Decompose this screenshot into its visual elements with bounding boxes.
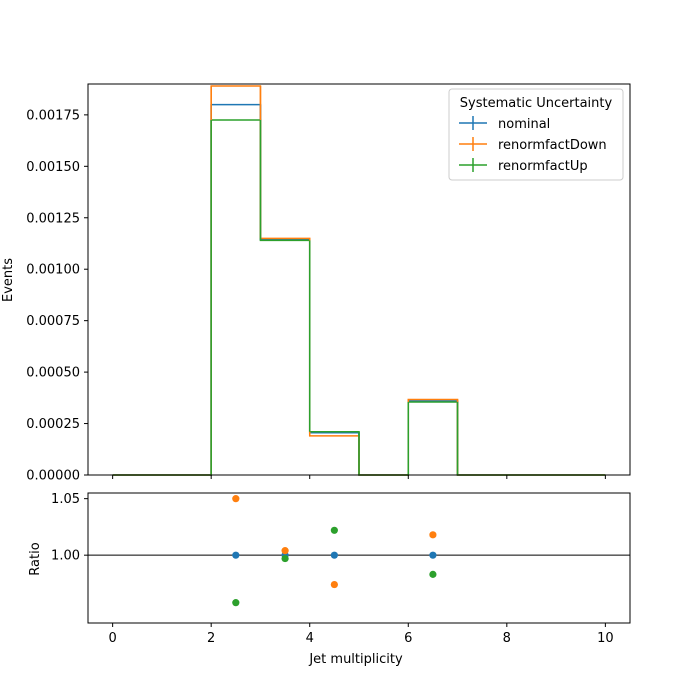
x-tick-label: 8: [503, 631, 511, 646]
x-tick-label: 10: [597, 631, 614, 646]
legend-entry-renormfactup: renormfactUp: [459, 158, 588, 174]
legend-box: [448, 88, 624, 181]
legend-label-renormfactdown: renormfactDown: [498, 138, 607, 153]
top-y-axis-label: Events: [1, 258, 16, 302]
top-y-tick-label: 0.00175: [26, 108, 80, 123]
top-panel: 0.00000 0.00025 0.00050 0.00075 0.00100 0.001…: [1, 83, 631, 484]
top-x-ticks: [112, 475, 606, 479]
top-y-tick-label: 0.00150: [26, 160, 80, 175]
x-tick-label: 4: [306, 631, 314, 646]
x-tick-label: 0: [108, 631, 116, 646]
ratio-point-renormfactup: [232, 599, 240, 607]
top-y-tick-label: 0.00100: [26, 263, 80, 278]
bottom-panel: 1.00 1.05 0 2 4 6 8 10 Ratio Jet multiplicity: [28, 492, 631, 667]
legend-label-renormfactup: renormfactUp: [498, 159, 588, 174]
ratio-point-nominal: [429, 551, 437, 559]
legend-label-nominal: nominal: [498, 117, 550, 132]
ratio-point-renormfactdown: [429, 531, 437, 539]
top-y-tick-label: 0.00075: [26, 314, 80, 329]
ratio-point-renormfactup: [330, 526, 338, 534]
bottom-x-ticks: 0 2 4 6 8 10: [108, 623, 614, 646]
x-tick-label: 2: [207, 631, 215, 646]
ratio-point-nominal: [330, 551, 338, 559]
top-y-tick-label: 0.00125: [26, 211, 80, 226]
bottom-y-axis-label: Ratio: [28, 542, 43, 575]
bottom-y-tick-label: 1.05: [51, 492, 80, 507]
ratio-point-renormfactdown: [232, 495, 240, 503]
ratio-point-renormfactup: [281, 554, 289, 563]
ratio-point-renormfactdown: [330, 580, 338, 589]
ratio-point-renormfactup: [429, 570, 437, 578]
top-histogram-steps: [112, 85, 606, 476]
ratio-point-renormfactdown: [281, 547, 289, 555]
top-y-tick-label: 0.00025: [26, 417, 80, 432]
legend-entry-nominal: nominal: [459, 116, 550, 132]
x-tick-label: 6: [404, 631, 412, 646]
top-y-tick-label: 0.00000: [26, 469, 80, 484]
ratio-point-nominal: [232, 551, 240, 559]
legend: Systematic Uncertainty nominal renormfac…: [448, 88, 624, 181]
top-y-tick-label: 0.00050: [26, 366, 80, 381]
top-plot-frame: [87, 83, 631, 476]
bottom-y-tick-label: 1.00: [51, 549, 80, 564]
top-y-ticks: 0.00000 0.00025 0.00050 0.00075 0.00100 0.001…: [26, 108, 88, 484]
x-axis-label: Jet multiplicity: [308, 652, 403, 667]
bottom-plot-frame: [87, 492, 631, 624]
ratio-points: [232, 495, 437, 607]
bottom-y-ticks: 1.00 1.05: [51, 492, 88, 564]
legend-entry-renormfactdown: renormfactDown: [459, 137, 607, 153]
legend-title: Systematic Uncertainty: [460, 96, 613, 111]
